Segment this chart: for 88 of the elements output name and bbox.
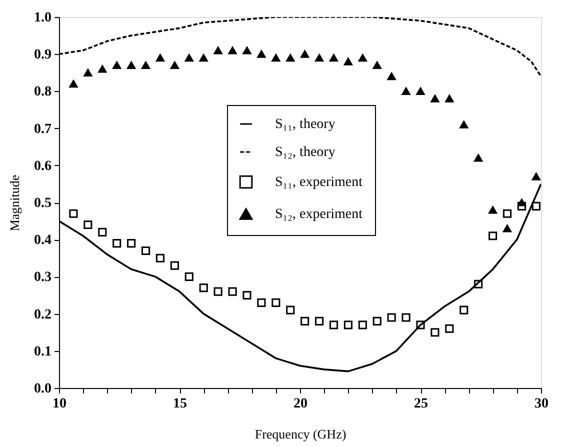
point <box>112 61 122 70</box>
point <box>184 54 194 62</box>
point <box>358 54 367 62</box>
point <box>214 287 222 296</box>
x-tick-label: 15 <box>173 396 187 412</box>
legend-label: S₁₁, experiment <box>275 175 363 190</box>
y-tick-label: 0.3 <box>34 270 52 286</box>
point <box>416 87 425 96</box>
point <box>141 246 150 256</box>
point <box>184 272 194 281</box>
point <box>372 316 382 326</box>
legend-label: S₁₂, experiment <box>275 207 363 222</box>
point <box>329 54 338 62</box>
point <box>517 202 526 210</box>
point <box>300 50 310 58</box>
point <box>127 239 136 248</box>
point <box>402 87 410 96</box>
y-axis-title: Magnitude <box>7 174 22 232</box>
x-tick-label: 10 <box>52 396 66 412</box>
point <box>84 220 92 230</box>
point <box>517 198 526 206</box>
point <box>242 290 252 300</box>
point <box>502 209 512 218</box>
point <box>329 320 338 330</box>
point <box>445 94 454 102</box>
point <box>156 54 165 62</box>
point <box>141 61 150 70</box>
y-tick-label: 0.1 <box>34 344 52 360</box>
point <box>272 298 280 307</box>
y-tick-label: 0.2 <box>34 307 52 322</box>
point <box>488 206 498 214</box>
y-tick-label: 0.8 <box>34 84 52 100</box>
point <box>387 72 396 80</box>
point <box>242 46 252 54</box>
point <box>98 228 107 236</box>
x-tick-label: 25 <box>414 396 428 412</box>
point <box>257 298 266 307</box>
y-tick-label: 0.6 <box>34 158 52 174</box>
point <box>474 154 483 162</box>
x-tick-label: 30 <box>534 396 548 412</box>
point <box>69 80 78 88</box>
point <box>199 284 208 292</box>
point <box>460 306 468 314</box>
point <box>430 328 440 337</box>
y-tick-label: 0.4 <box>34 233 52 248</box>
point <box>300 316 310 326</box>
point <box>286 306 295 314</box>
legend-label: S₁₁, theory <box>275 117 336 132</box>
point <box>257 50 266 58</box>
point <box>387 313 396 322</box>
point <box>84 68 92 76</box>
point <box>156 254 165 262</box>
point <box>402 313 410 322</box>
point <box>358 320 367 330</box>
point <box>272 54 280 62</box>
point <box>286 54 295 62</box>
point <box>228 287 237 296</box>
point <box>98 65 107 73</box>
point <box>460 120 468 128</box>
point <box>445 324 454 333</box>
y-tick-label: 0.9 <box>34 48 52 63</box>
point <box>344 58 352 66</box>
point <box>416 320 425 330</box>
x-tick-label: 20 <box>294 396 308 412</box>
point <box>214 46 222 54</box>
point <box>474 280 483 288</box>
point <box>430 94 440 102</box>
point <box>344 320 352 330</box>
point <box>314 316 324 326</box>
point <box>502 224 512 232</box>
point <box>372 61 382 70</box>
point <box>488 232 498 240</box>
point <box>532 202 540 210</box>
y-tick-label: 0.7 <box>34 122 52 137</box>
point <box>170 261 179 270</box>
point <box>170 61 179 70</box>
y-tick-label: 0.5 <box>34 196 52 211</box>
point <box>314 54 324 62</box>
point <box>69 209 78 218</box>
point <box>199 54 208 62</box>
x-axis-title: Frequency (GHz) <box>254 426 346 442</box>
point <box>112 239 122 248</box>
y-tick-label: 0.0 <box>34 382 52 396</box>
point <box>228 46 237 54</box>
point <box>127 61 136 70</box>
legend-label: S₁₂, theory <box>275 145 336 160</box>
y-tick-label: 1.0 <box>34 10 52 26</box>
point <box>532 172 540 180</box>
